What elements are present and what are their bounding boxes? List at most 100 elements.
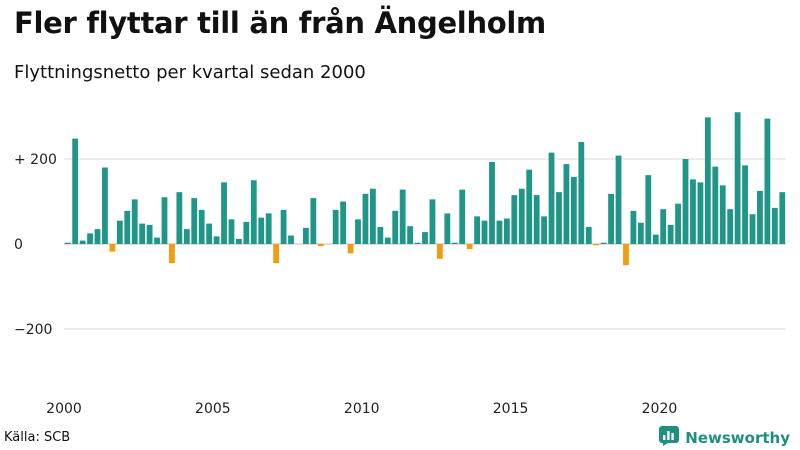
bar	[623, 244, 629, 266]
bar	[533, 195, 540, 244]
bar	[116, 220, 123, 244]
bar	[436, 244, 443, 259]
bar	[481, 220, 488, 244]
bar	[228, 219, 235, 244]
bar	[317, 244, 324, 247]
bar	[332, 210, 339, 244]
bar	[414, 242, 421, 244]
bar	[675, 203, 681, 244]
bar	[630, 210, 637, 244]
x-tick-label: 2020	[642, 401, 678, 417]
bar	[600, 242, 607, 244]
chart-subtitle: Flyttningsnetto per kvartal sedan 2000	[14, 62, 366, 83]
bar	[697, 182, 704, 244]
bar	[102, 167, 108, 244]
brand-logo: Newsworthy	[659, 426, 790, 450]
bar	[637, 222, 644, 244]
bar	[288, 235, 294, 244]
bar	[392, 210, 399, 244]
bar	[280, 210, 287, 244]
source-note: Källa: SCB	[4, 430, 71, 445]
bar	[570, 176, 577, 244]
brand-name: Newsworthy	[685, 429, 790, 447]
bar	[518, 188, 525, 244]
bar	[749, 214, 756, 244]
bar	[779, 192, 786, 244]
x-tick-label: 2000	[46, 401, 82, 417]
bar	[526, 169, 533, 244]
bar	[712, 166, 719, 244]
bar	[541, 216, 547, 244]
bar	[660, 209, 667, 244]
bar	[154, 237, 160, 244]
bar	[94, 229, 101, 244]
bar	[198, 210, 205, 244]
bar	[719, 185, 726, 244]
bar	[340, 201, 347, 244]
bar	[682, 159, 689, 244]
bar	[466, 244, 473, 250]
bar	[422, 232, 428, 244]
bar	[347, 244, 354, 254]
bar	[503, 218, 510, 244]
bar	[489, 161, 495, 244]
bar	[690, 179, 696, 244]
bar	[273, 244, 280, 264]
bar	[72, 138, 79, 244]
bar	[608, 193, 614, 244]
bar	[303, 227, 309, 244]
bar	[757, 190, 763, 244]
bar	[474, 216, 481, 244]
bar	[496, 220, 503, 244]
bar	[109, 244, 116, 252]
x-tick-label: 2010	[344, 401, 380, 417]
bar	[221, 182, 227, 244]
bar	[243, 221, 250, 244]
bar	[429, 199, 436, 244]
y-tick-label: 0	[14, 237, 23, 253]
bar	[161, 197, 168, 244]
bar	[667, 224, 674, 244]
bar	[556, 192, 562, 244]
bar	[615, 155, 622, 244]
bar	[645, 175, 652, 244]
bar	[742, 165, 748, 244]
bar	[258, 217, 265, 244]
newsworthy-logo-icon	[659, 426, 680, 450]
bar	[146, 224, 153, 244]
x-tick-label: 2005	[195, 401, 231, 417]
bar	[407, 226, 414, 244]
bar	[511, 195, 518, 244]
bar	[355, 219, 361, 244]
bar	[369, 188, 376, 244]
bar	[265, 213, 272, 244]
bar	[593, 244, 600, 246]
bar	[652, 234, 659, 244]
bar	[183, 229, 190, 244]
bar	[585, 227, 592, 244]
bar	[362, 193, 369, 244]
bar	[213, 236, 220, 244]
chart-title: Fler flyttar till än från Ängelholm	[14, 6, 546, 40]
bar	[176, 192, 183, 244]
bar	[250, 180, 257, 244]
bar	[310, 198, 317, 244]
bar	[704, 117, 711, 244]
bar	[191, 198, 198, 244]
bar	[131, 199, 138, 244]
bar	[771, 207, 778, 244]
bar	[87, 233, 93, 244]
bar	[139, 223, 146, 244]
y-tick-label: + 200	[14, 152, 57, 168]
bar	[459, 189, 466, 244]
bar	[124, 210, 131, 244]
y-tick-label: −200	[14, 322, 52, 338]
bar	[764, 118, 771, 244]
bar	[451, 242, 458, 244]
bar	[563, 164, 570, 244]
bar	[79, 240, 86, 244]
bar	[377, 227, 384, 244]
bar	[399, 189, 406, 244]
bar	[169, 244, 175, 264]
